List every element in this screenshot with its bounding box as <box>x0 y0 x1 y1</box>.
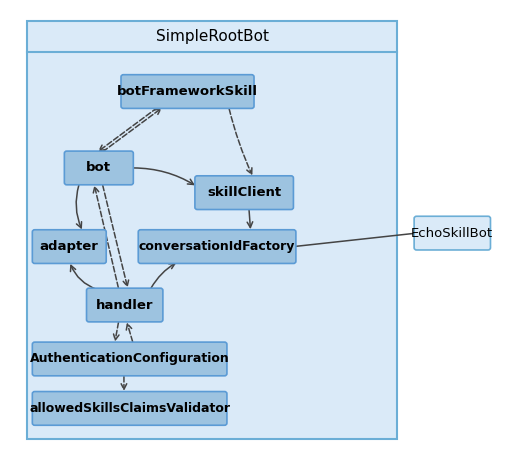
Text: skillClient: skillClient <box>207 186 281 199</box>
Text: botFrameworkSkill: botFrameworkSkill <box>117 85 258 98</box>
Text: allowedSkillsClaimsValidator: allowedSkillsClaimsValidator <box>29 402 230 415</box>
FancyBboxPatch shape <box>195 176 293 209</box>
FancyBboxPatch shape <box>32 342 227 376</box>
Text: EchoSkillBot: EchoSkillBot <box>411 227 493 240</box>
FancyBboxPatch shape <box>86 288 163 322</box>
Text: AuthenticationConfiguration: AuthenticationConfiguration <box>30 353 229 365</box>
FancyBboxPatch shape <box>32 392 227 425</box>
FancyBboxPatch shape <box>27 21 397 439</box>
Text: bot: bot <box>86 162 111 174</box>
FancyBboxPatch shape <box>414 216 490 250</box>
FancyBboxPatch shape <box>138 230 296 263</box>
FancyBboxPatch shape <box>32 230 106 263</box>
FancyBboxPatch shape <box>64 151 133 185</box>
Text: SimpleRootBot: SimpleRootBot <box>156 29 269 44</box>
FancyBboxPatch shape <box>121 75 254 108</box>
Text: handler: handler <box>96 298 154 312</box>
Text: adapter: adapter <box>40 240 98 253</box>
Text: conversationIdFactory: conversationIdFactory <box>139 240 295 253</box>
